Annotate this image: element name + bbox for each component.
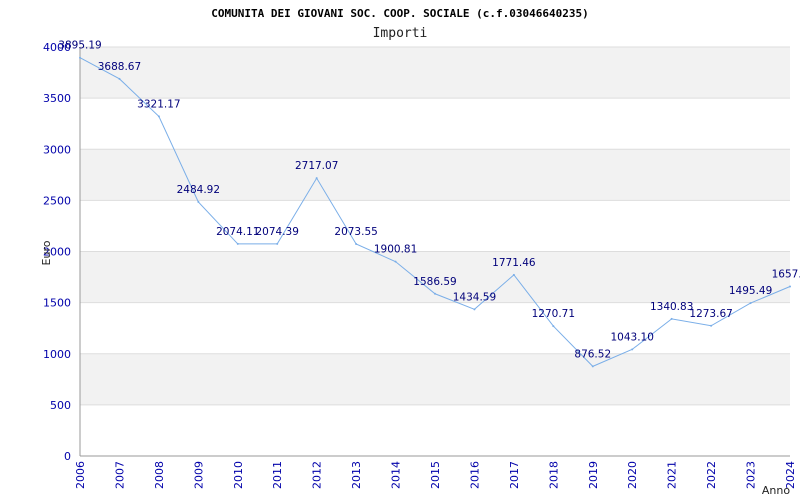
data-point (631, 348, 634, 351)
data-label: 1900.81 (374, 244, 417, 256)
data-label: 3688.67 (98, 61, 141, 73)
x-tick-label: 2010 (232, 461, 245, 489)
data-label: 1771.46 (492, 257, 536, 269)
y-tick-label: 2000 (43, 246, 71, 259)
chart-title: COMUNITA DEI GIOVANI SOC. COOP. SOCIALE … (211, 7, 589, 20)
grid-band (80, 98, 790, 150)
data-label: 3321.17 (137, 98, 180, 110)
y-tick-label: 2500 (43, 194, 71, 207)
data-point (749, 302, 752, 305)
data-point (670, 317, 673, 320)
x-tick-label: 2012 (311, 461, 324, 489)
x-tick-label: 2017 (508, 461, 521, 489)
data-point (434, 292, 436, 295)
data-point (315, 177, 318, 180)
data-point (276, 242, 279, 245)
data-label: 2717.07 (295, 160, 338, 172)
data-point (473, 308, 476, 311)
data-label: 1434.59 (453, 291, 496, 303)
series-line (79, 56, 791, 368)
data-label: 1273.67 (689, 308, 732, 320)
data-label: 1270.71 (532, 308, 575, 320)
x-tick-label: 2014 (390, 461, 403, 489)
data-point (355, 242, 358, 245)
grid-band (80, 404, 790, 456)
data-point (512, 273, 515, 276)
data-labels: 3895.19 3688.67 3321.17 2484.92 2074.112074.… (58, 40, 800, 361)
y-tick-label: 0 (64, 450, 71, 463)
axes (79, 47, 790, 457)
data-point (789, 285, 791, 288)
x-axis-title: Anno (762, 484, 790, 497)
data-label: 1043.10 (611, 331, 654, 343)
data-label: 1586.59 (413, 276, 456, 288)
x-tick-label: 2009 (192, 461, 205, 489)
grid-band (80, 200, 790, 252)
y-tick-label: 1500 (43, 297, 71, 310)
x-tick-label: 2007 (113, 461, 126, 489)
y-tick-label: 1000 (43, 348, 71, 361)
data-label: 1657.5 (772, 269, 800, 281)
plot-background (80, 47, 790, 456)
y-axis-title: Euro (40, 240, 53, 265)
x-tick-label: 2006 (74, 461, 87, 489)
data-label: 3895.19 (58, 40, 101, 52)
x-tick-label: 2011 (271, 461, 284, 489)
y-tick-labels: 0 500 1000 1500 2000 2500 3000 3500 4000 (43, 41, 71, 463)
data-point (394, 260, 397, 263)
y-tick-label: 4000 (43, 41, 71, 54)
y-tick-label: 3500 (43, 92, 71, 105)
x-tick-labels: 2006 2007 2008 2009 2010 2011 2012 2013 2014 2015… (74, 461, 797, 489)
chart-subtitle: Importi (373, 26, 428, 41)
y-tick-label: 500 (50, 399, 71, 412)
data-label: 2074.11 (216, 226, 259, 238)
data-point (197, 200, 200, 203)
x-tick-label: 2008 (153, 461, 166, 489)
x-tick-label: 2015 (429, 461, 442, 489)
x-tick-label: 2013 (350, 461, 363, 489)
y-tick-label: 3000 (43, 143, 71, 156)
data-point (236, 242, 239, 245)
data-point (157, 115, 160, 118)
x-tick-label: 2018 (547, 461, 560, 489)
data-point (710, 324, 713, 327)
data-point (118, 77, 121, 80)
x-tick-label: 2016 (468, 461, 481, 489)
grid-band (80, 47, 790, 99)
data-point (591, 365, 594, 368)
x-tick-label: 2022 (705, 461, 718, 489)
data-point (552, 325, 555, 328)
grid-band (80, 353, 790, 405)
x-tick-label: 2019 (587, 461, 600, 489)
data-label: 2073.55 (334, 226, 377, 238)
x-tick-label: 2021 (666, 461, 679, 489)
grid-band (80, 149, 790, 201)
data-label: 2484.92 (177, 184, 220, 196)
x-tick-label: 2020 (626, 461, 639, 489)
data-label: 1495.49 (729, 285, 772, 297)
x-tick-label: 2024 (784, 461, 797, 489)
data-label: 2074.39 (256, 226, 299, 238)
data-label: 876.52 (574, 348, 611, 360)
data-point (79, 56, 81, 59)
x-tick-label: 2023 (745, 461, 758, 489)
grid-band (80, 302, 790, 354)
data-label: 1340.83 (650, 301, 693, 313)
